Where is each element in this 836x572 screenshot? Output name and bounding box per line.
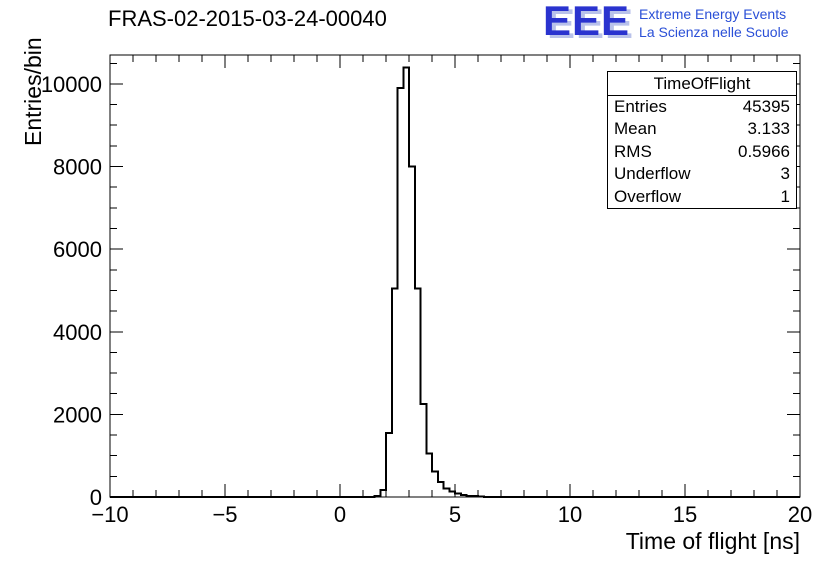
y-tick-label: 10000 [41,72,102,97]
stats-title: TimeOfFlight [608,72,796,96]
x-tick-label: 20 [788,502,812,527]
x-axis-title: Time of flight [ns] [625,528,800,554]
eee-logo-line2: La Scienza nelle Scuole [639,24,789,40]
y-tick-label: 4000 [53,320,102,345]
stats-label: Entries [614,97,667,116]
stats-row-mean: Mean 3.133 [608,118,796,140]
eee-logo-line1: Extreme Energy Events [639,6,787,22]
y-tick-label: 0 [90,485,102,510]
stats-value: 0.5966 [738,141,790,161]
stats-value: 3 [780,164,790,184]
stats-box: TimeOfFlight Entries 45395 Mean 3.133 RM… [607,71,797,210]
stats-label: Underflow [614,164,691,184]
x-tick-label: −5 [212,502,237,527]
stats-row-underflow: Underflow 3 [608,163,796,185]
stats-label: Overflow [614,186,682,206]
plot-title: FRAS-02-2015-03-24-00040 [108,6,387,31]
x-tick-label: 0 [334,502,346,527]
plot-frame [109,54,801,498]
eee-logo-subtitle: Extreme Energy Events La Scienza nelle S… [639,5,788,41]
stats-row-overflow: Overflow 1 [608,186,796,208]
x-tick-label: −10 [91,502,128,527]
y-tick-label: 6000 [53,237,102,262]
stats-row-rms: RMS 0.5966 [608,141,796,163]
eee-logo-text: EEE [543,0,631,44]
x-tick-label: 15 [673,502,697,527]
eee-logo: EEE Extreme Energy Events La Scienza nel… [543,0,788,44]
histogram-line [110,66,800,498]
stats-value: 45395 [742,97,790,116]
y-tick-label: 2000 [53,402,102,427]
stats-label: RMS [614,141,652,161]
x-tick-label: 10 [558,502,582,527]
stats-value: 1 [780,186,790,206]
stats-label: Mean [614,119,657,139]
y-tick-label: 8000 [53,155,102,180]
stats-row-entries: Entries 45395 [608,96,796,118]
x-tick-label: 5 [449,502,461,527]
stats-value: 3.133 [747,119,790,139]
